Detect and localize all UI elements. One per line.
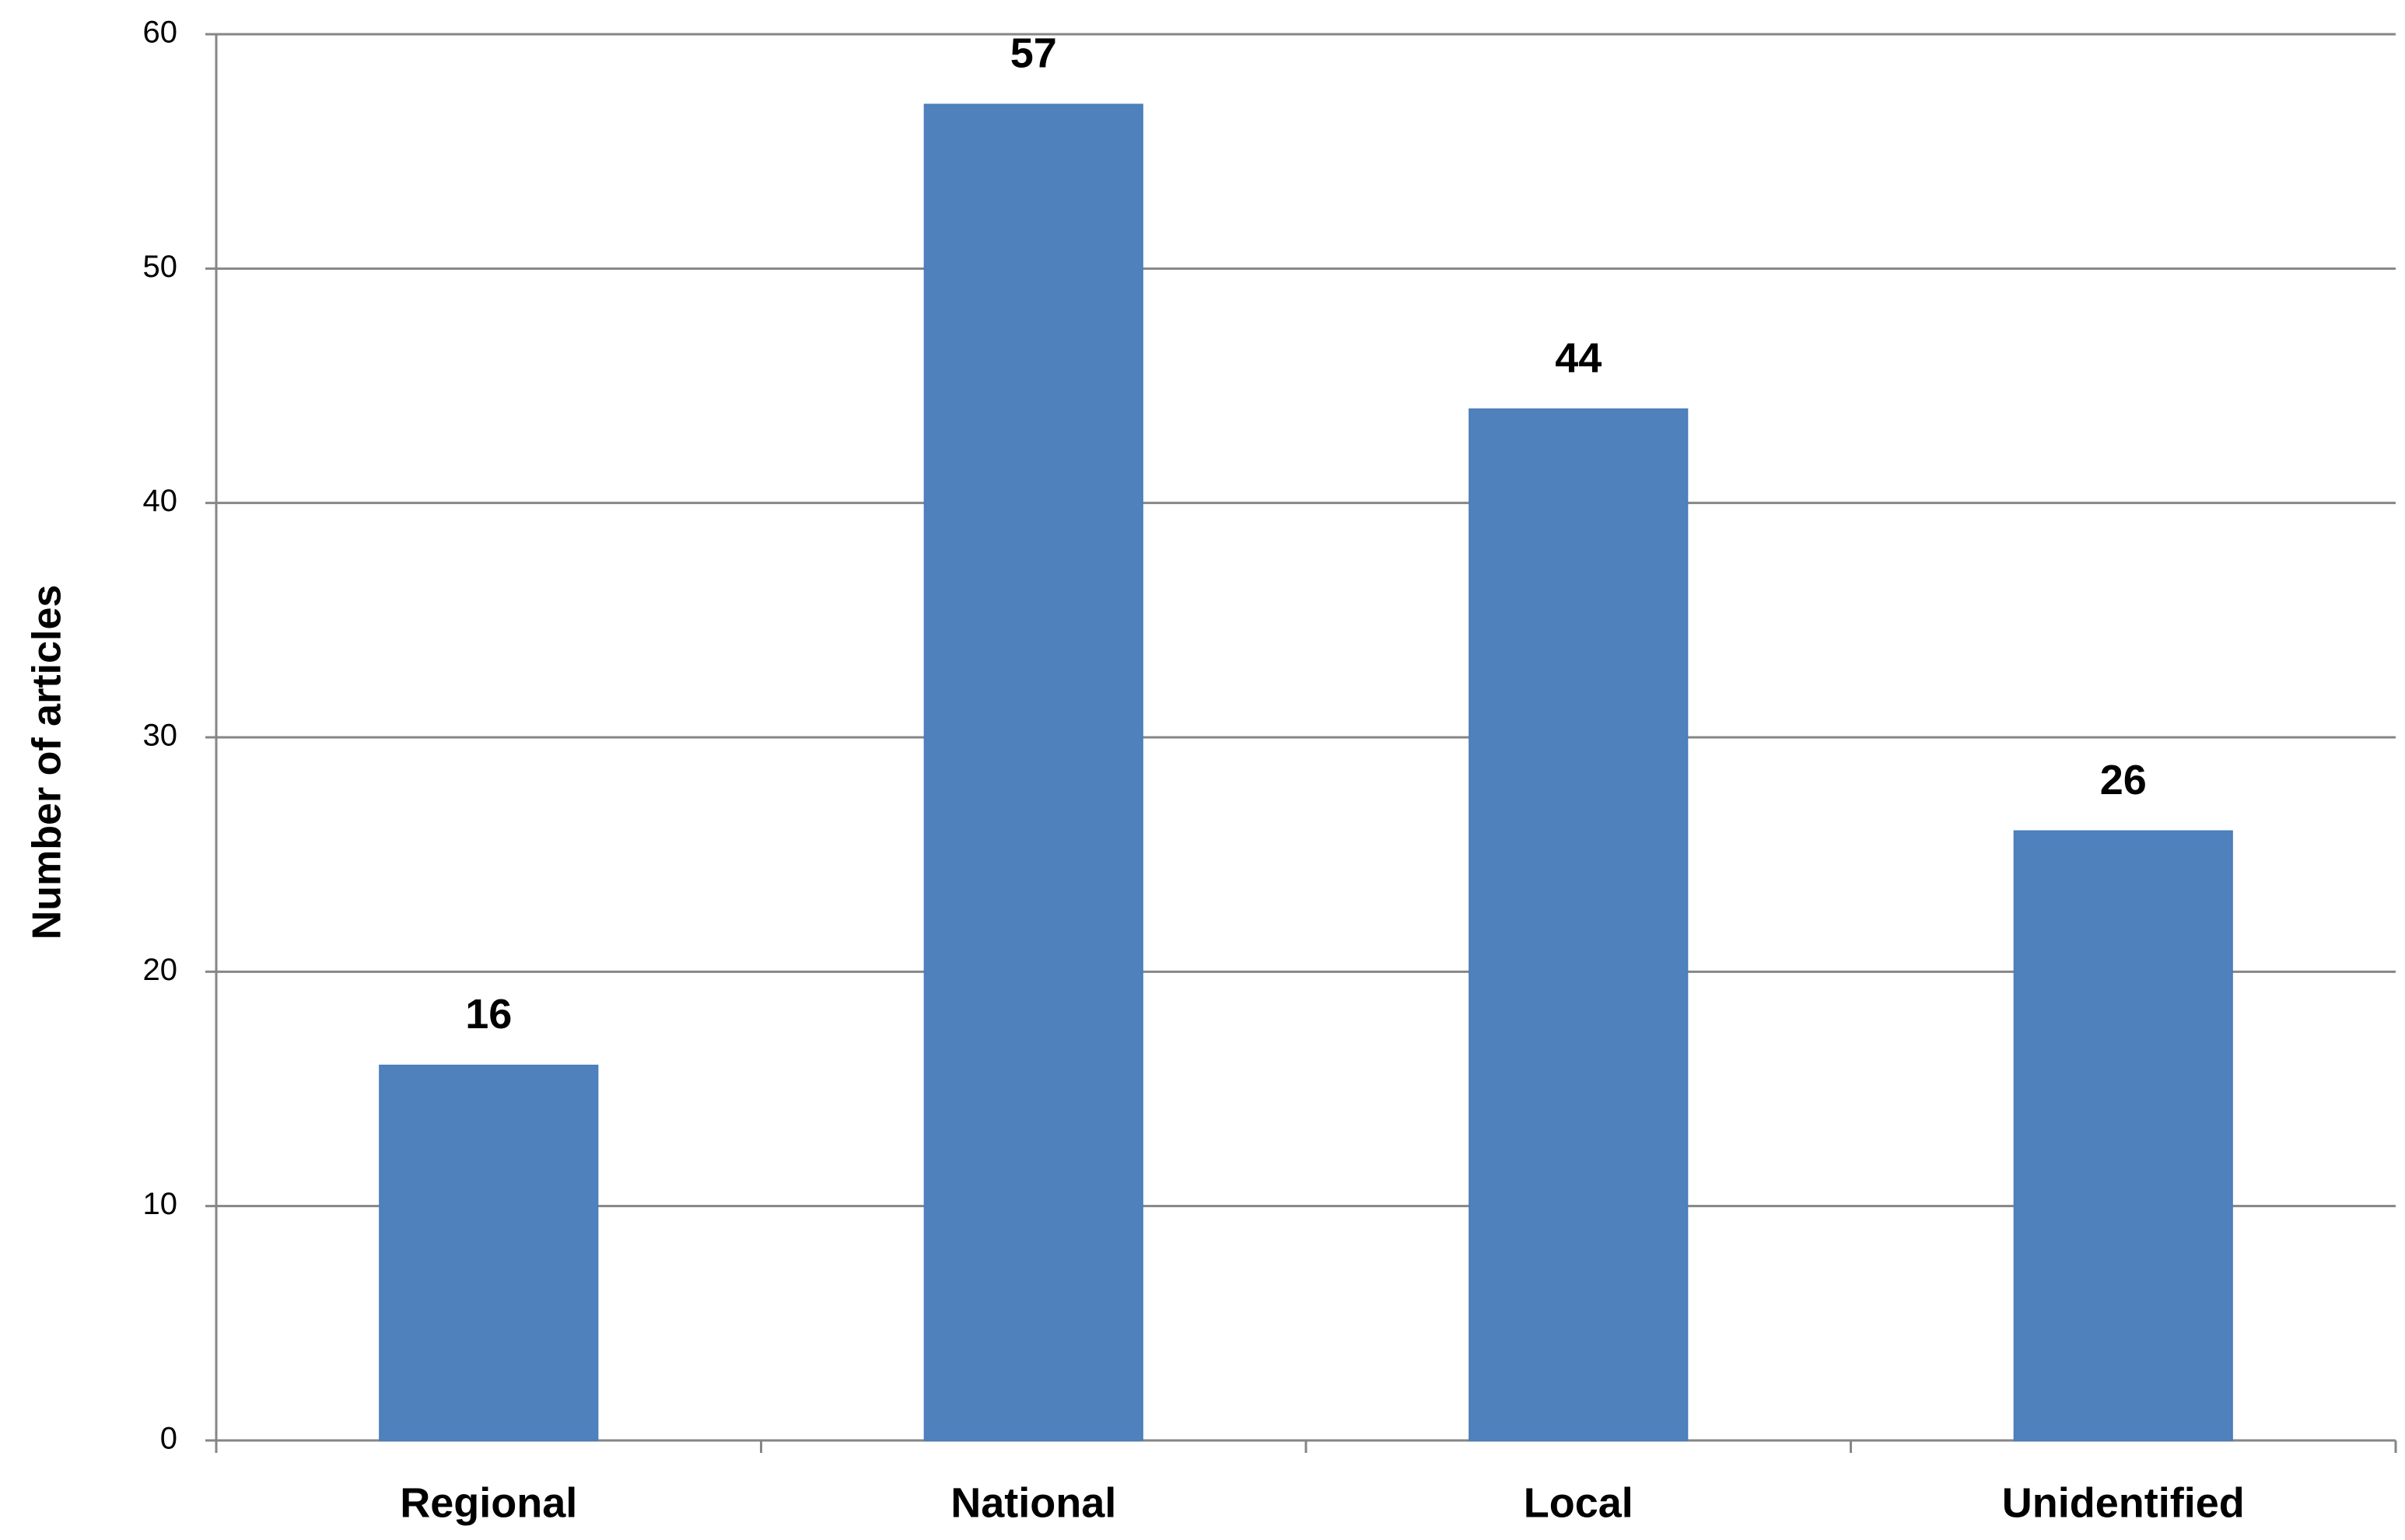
data-label: 26 xyxy=(2100,757,2147,803)
x-tick-label: Unidentified xyxy=(2002,1479,2245,1526)
bar xyxy=(379,1064,599,1442)
bar xyxy=(2013,830,2233,1441)
bar xyxy=(923,103,1143,1441)
y-tick-label: 0 xyxy=(160,1422,177,1456)
y-axis-title: Number of articles xyxy=(25,585,70,940)
x-tick-label: Regional xyxy=(400,1479,577,1526)
y-tick-label: 30 xyxy=(143,719,178,753)
y-tick-label: 10 xyxy=(143,1187,178,1221)
data-label: 44 xyxy=(1555,334,1602,381)
data-label: 57 xyxy=(1010,30,1057,77)
y-tick-label: 20 xyxy=(143,953,178,987)
y-tick-label: 40 xyxy=(143,484,178,518)
x-tick-label: National xyxy=(950,1479,1116,1526)
x-tick-label: Local xyxy=(1524,1479,1633,1526)
data-label: 16 xyxy=(465,991,512,1038)
bar xyxy=(1469,408,1689,1442)
y-tick-label: 60 xyxy=(143,16,178,50)
y-tick-label: 50 xyxy=(143,250,178,284)
